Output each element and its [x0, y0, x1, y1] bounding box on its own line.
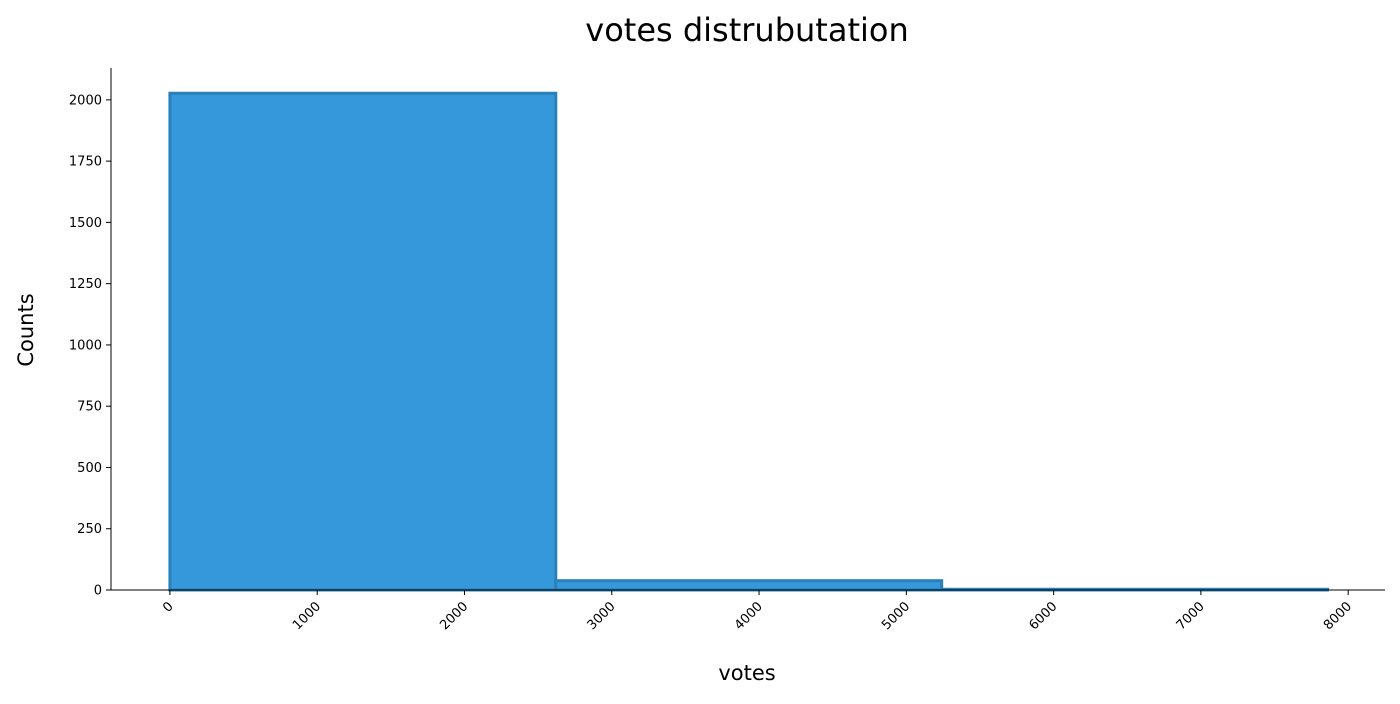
y-tick-label: 1250 [69, 277, 102, 292]
x-tick-label: 8000 [1321, 599, 1355, 633]
x-tick-label: 6000 [1026, 599, 1060, 633]
x-tick-label: 7000 [1174, 599, 1208, 633]
y-tick-label: 1500 [69, 216, 102, 231]
plot-area: 0 250 500 750 1000 1250 1500 1750 2000 0 1000 2000 3… [69, 68, 1385, 633]
y-axis-label: Counts [14, 293, 38, 366]
y-tick-label: 500 [77, 461, 102, 476]
histogram-bar [168, 91, 558, 592]
y-tick-label: 1000 [69, 338, 102, 353]
chart-title: votes distrubutation [585, 11, 909, 49]
y-tick-label: 2000 [69, 93, 102, 108]
y-tick-label: 0 [94, 584, 102, 599]
x-axis-label: votes [718, 661, 775, 685]
y-tick-label: 750 [77, 400, 102, 415]
y-tick-label: 250 [77, 522, 102, 537]
x-tick-label: 0 [160, 599, 176, 615]
x-tick-label: 2000 [437, 599, 471, 633]
x-tick-label: 4000 [732, 599, 766, 633]
x-tick-label: 5000 [879, 599, 913, 633]
x-tick-label: 3000 [585, 599, 619, 633]
x-tick-label: 1000 [290, 599, 324, 633]
y-tick-label: 1750 [69, 155, 102, 170]
histogram-bar [554, 579, 944, 592]
